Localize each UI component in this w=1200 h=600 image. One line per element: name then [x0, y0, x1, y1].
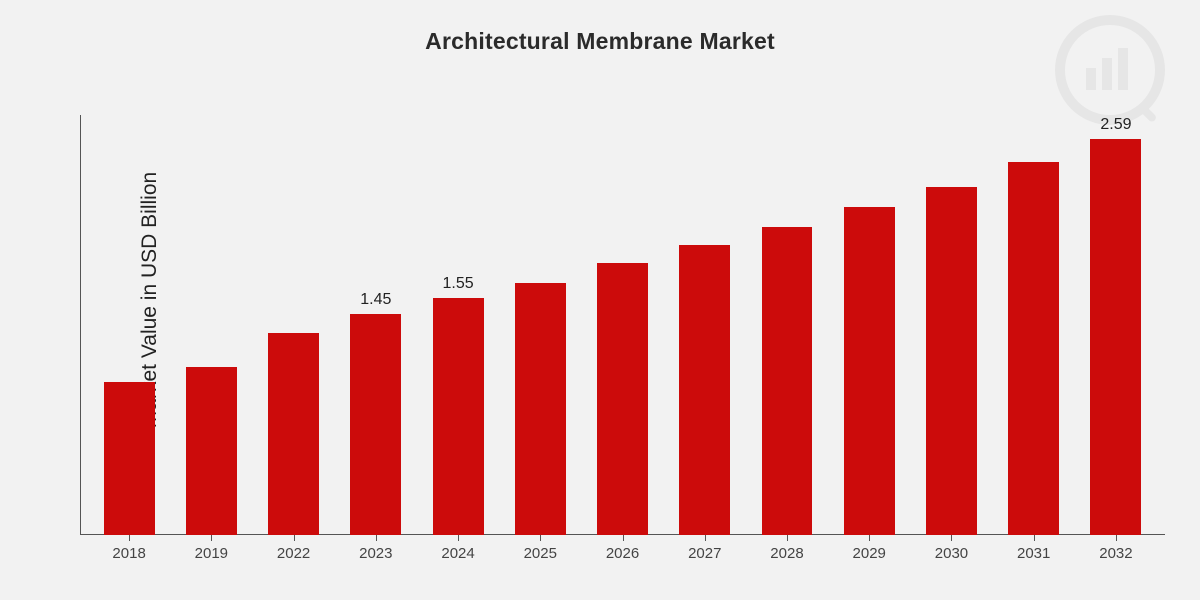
x-tick-label: 2031 [1017, 545, 1050, 562]
bar-value-label: 2.59 [1100, 116, 1131, 134]
tick-mark [1034, 535, 1035, 541]
x-tick-label: 2030 [935, 545, 968, 562]
bar [597, 263, 648, 535]
tick-mark [294, 535, 295, 541]
chart-title: Architectural Membrane Market [425, 28, 775, 55]
tick-mark [540, 535, 541, 541]
tick-mark [1116, 535, 1117, 541]
bar [844, 207, 895, 535]
bar-slot [252, 310, 334, 535]
x-tick-label: 2023 [359, 545, 392, 562]
bar-slot [664, 222, 746, 535]
bar-slot: 2.59 [1075, 116, 1157, 535]
x-tick-label: 2027 [688, 545, 721, 562]
x-tick: 2030 [910, 545, 992, 562]
x-tick: 2026 [581, 545, 663, 562]
x-tick: 2025 [499, 545, 581, 562]
bar [679, 245, 730, 535]
x-tick: 2027 [664, 545, 746, 562]
bar-value-label: 1.45 [360, 291, 391, 309]
x-tick-label: 2022 [277, 545, 310, 562]
bar-slot [88, 359, 170, 535]
bar-slot [170, 344, 252, 535]
bar-slot: 1.45 [335, 291, 417, 535]
bar-slot [499, 260, 581, 535]
bar [515, 283, 566, 535]
x-tick-label: 2032 [1099, 545, 1132, 562]
bar-slot [746, 204, 828, 536]
bar-slot [581, 240, 663, 535]
bar [433, 298, 484, 535]
tick-mark [787, 535, 788, 541]
x-tick-label: 2019 [195, 545, 228, 562]
bar-slot [828, 184, 910, 535]
watermark-logo [1050, 10, 1170, 130]
x-tick-label: 2029 [853, 545, 886, 562]
x-tick: 2031 [993, 545, 1075, 562]
bar [1008, 162, 1059, 535]
x-tick-label: 2026 [606, 545, 639, 562]
bar [926, 187, 977, 535]
x-tick-labels: 2018 2019 2022 2023 2024 2025 2026 2027 2028 2029… [80, 545, 1165, 562]
x-tick: 2024 [417, 545, 499, 562]
tick-mark [623, 535, 624, 541]
bar-slot [993, 139, 1075, 535]
bar-slot: 1.55 [417, 275, 499, 535]
x-tick: 2022 [252, 545, 334, 562]
tick-mark [869, 535, 870, 541]
tick-mark [129, 535, 130, 541]
tick-mark [951, 535, 952, 541]
tick-mark [211, 535, 212, 541]
bars-container: 1.45 1.55 2.59 [80, 115, 1165, 535]
x-tick: 2029 [828, 545, 910, 562]
tick-mark [705, 535, 706, 541]
bar [268, 333, 319, 535]
x-tick: 2023 [335, 545, 417, 562]
bar [762, 227, 813, 536]
bar [104, 382, 155, 535]
x-tick: 2018 [88, 545, 170, 562]
tick-mark [376, 535, 377, 541]
bar [350, 314, 401, 535]
bar-slot [910, 164, 992, 535]
x-tick-label: 2025 [524, 545, 557, 562]
bar [186, 367, 237, 535]
plot-area: 1.45 1.55 2.59 [80, 115, 1165, 535]
x-tick: 2028 [746, 545, 828, 562]
x-tick-label: 2028 [770, 545, 803, 562]
x-tick-label: 2024 [441, 545, 474, 562]
x-tick: 2032 [1075, 545, 1157, 562]
x-tick: 2019 [170, 545, 252, 562]
bar [1090, 139, 1141, 535]
bar-value-label: 1.55 [442, 275, 473, 293]
tick-mark [458, 535, 459, 541]
x-tick-label: 2018 [112, 545, 145, 562]
